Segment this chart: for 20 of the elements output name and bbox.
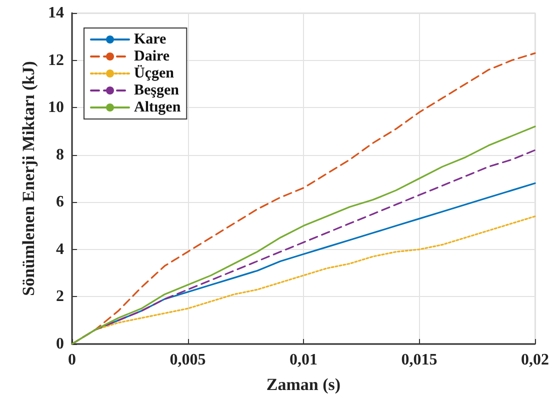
x-tick-label: 0,005 bbox=[170, 352, 206, 368]
y-tick-label: 10 bbox=[48, 99, 64, 116]
y-tick-label: 14 bbox=[48, 4, 64, 22]
x-tick-label: 0,015 bbox=[401, 352, 438, 368]
y-tick-label: 6 bbox=[56, 194, 64, 211]
legend-label: Kare bbox=[134, 32, 167, 48]
y-tick-label: 2 bbox=[56, 288, 64, 306]
legend-label: Altıgen bbox=[134, 100, 182, 116]
x-tick-label: 0,01 bbox=[290, 352, 318, 368]
x-tick-label: 0,02 bbox=[521, 352, 549, 368]
legend-label: Üçgen bbox=[134, 64, 175, 82]
legend-label: Beşgen bbox=[134, 82, 180, 98]
x-axis-title: Zaman (s) bbox=[266, 375, 341, 394]
y-tick-label: 4 bbox=[56, 240, 64, 258]
x-tick-label: 0 bbox=[68, 352, 76, 368]
y-tick-label: 8 bbox=[56, 146, 64, 164]
y-tick-label: 0 bbox=[56, 336, 64, 352]
y-tick-label: 12 bbox=[48, 52, 64, 69]
legend-label: Daire bbox=[134, 48, 170, 64]
y-axis-title: Sönümlenen Enerji Miktarı (kJ) bbox=[19, 61, 38, 296]
